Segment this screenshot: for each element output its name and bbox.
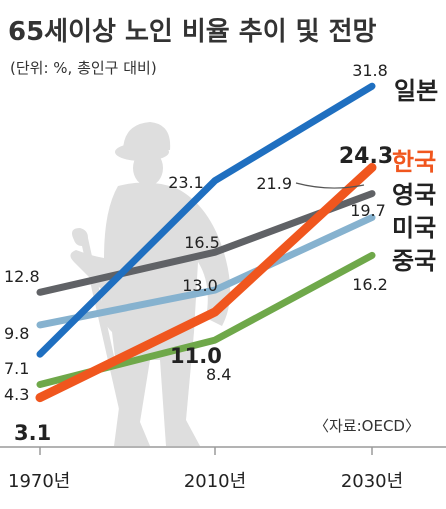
value-labels: 7.1 23.1 31.8 3.1 11.0 24.3 12.8 16.5 21.9 9.8 13.… — [4, 61, 393, 445]
value-label-usa-0: 9.8 — [4, 324, 29, 343]
legend-label-japan: 일본 — [394, 77, 438, 105]
chart-subtitle: (단위: %, 총인구 대비) — [10, 59, 157, 77]
value-label-korea-2: 24.3 — [339, 144, 393, 169]
value-label-usa-1: 13.0 — [182, 276, 218, 295]
legend-label-china: 중국 — [392, 247, 436, 275]
chart-title: 65세이상 노인 비율 추이 및 전망 — [8, 17, 377, 47]
legend-label-korea: 한국 — [392, 148, 436, 176]
x-axis-ticks — [39, 447, 373, 455]
series-line-korea — [35, 163, 377, 403]
value-label-uk-1: 16.5 — [184, 233, 220, 252]
x-tick-label-2030: 2030년 — [341, 471, 403, 492]
source-note: 〈자료:OECD〉 — [314, 417, 420, 435]
value-label-uk-0: 12.8 — [4, 267, 40, 286]
value-label-uk-2: 21.9 — [256, 174, 292, 193]
x-tick-label-2010: 2010년 — [184, 471, 246, 492]
elderly-silhouette-icon — [70, 122, 231, 446]
x-tick-label-1970: 1970년 — [8, 471, 70, 492]
value-label-korea-0: 3.1 — [14, 421, 51, 445]
series-line-usa — [36, 214, 376, 329]
series-line-japan — [36, 82, 376, 358]
value-label-china-1: 8.4 — [206, 365, 231, 384]
label-leader-line — [295, 182, 365, 189]
value-label-usa-2: 19.7 — [350, 201, 386, 220]
value-label-japan-0: 7.1 — [4, 359, 29, 378]
value-label-japan-2: 31.8 — [352, 61, 388, 80]
series-lines — [35, 82, 377, 403]
value-label-china-2: 16.2 — [352, 275, 388, 294]
legend-label-uk: 영국 — [392, 181, 436, 209]
value-label-china-0: 4.3 — [4, 385, 29, 404]
value-label-japan-1: 23.1 — [168, 173, 204, 192]
legend-label-usa: 미국 — [392, 214, 436, 242]
legend: 일본 한국 영국 미국 중국 — [392, 77, 438, 275]
value-label-korea-1: 11.0 — [170, 344, 222, 368]
